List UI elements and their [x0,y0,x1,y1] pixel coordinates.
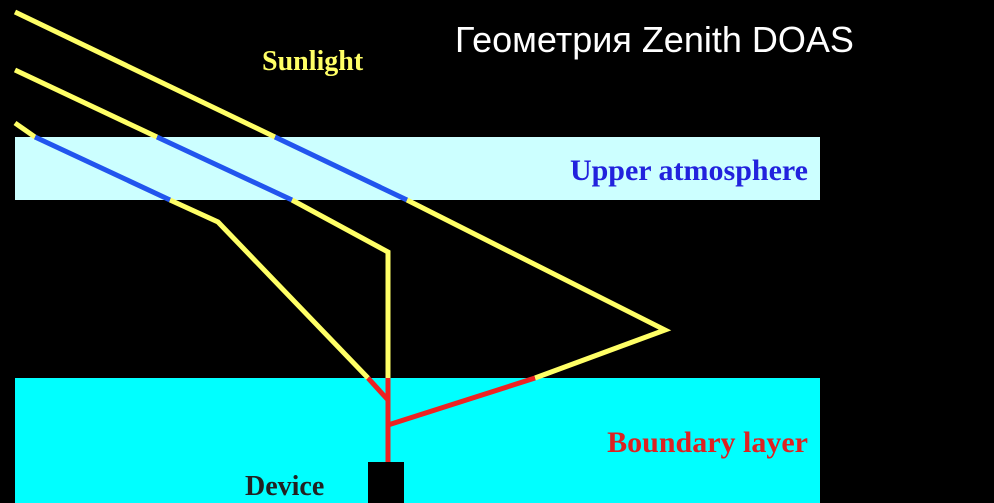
scattered-ray [405,197,672,381]
rays [13,9,672,462]
sun-ray [13,67,159,140]
boundary-layer-band [15,378,820,503]
ray-in-upper [33,134,172,203]
scattered-ray [290,197,391,378]
device-label: Device [245,471,324,502]
ray-in-boundary [366,376,390,402]
sun-ray [13,120,37,140]
title: Геометрия Zenith DOAS [455,19,854,60]
sunlight-label: Sunlight [262,46,364,77]
sun-ray [13,9,277,140]
boundary-layer-label: Boundary layer [607,426,808,459]
ray-in-upper [155,134,294,203]
ray-in-boundary [387,375,536,428]
ray-in-upper [273,134,409,203]
scattered-ray [168,197,370,380]
upper-atmosphere-label: Upper atmosphere [570,154,808,187]
device [368,462,404,503]
